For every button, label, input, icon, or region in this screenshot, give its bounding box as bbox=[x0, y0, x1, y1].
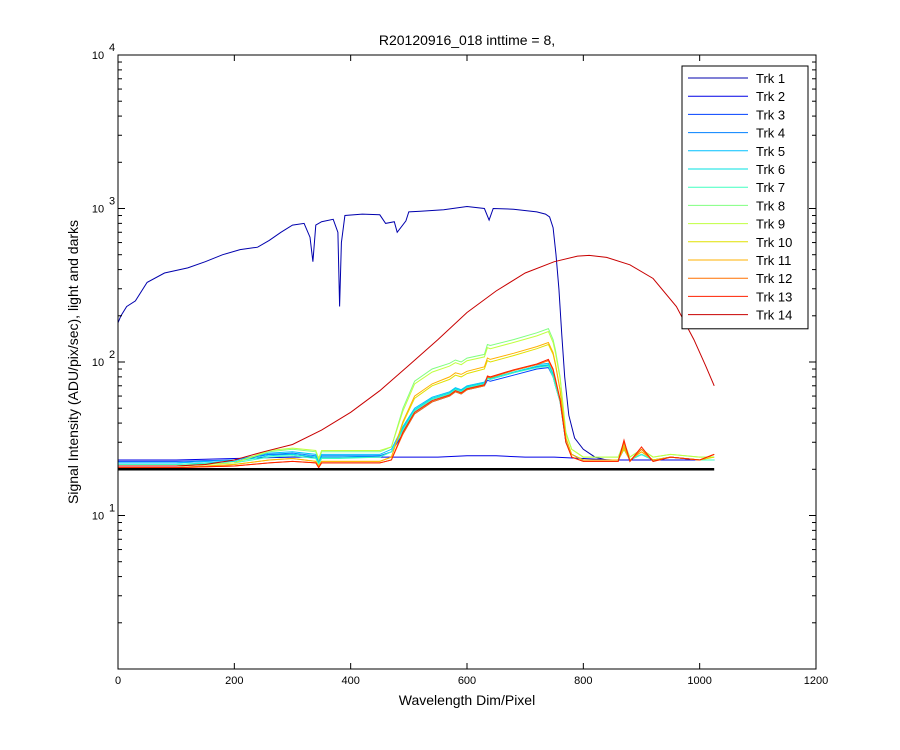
series-line-2 bbox=[118, 455, 715, 461]
x-tick-label: 400 bbox=[341, 675, 359, 687]
y-tick-label: 10 bbox=[92, 357, 104, 369]
series-line-14 bbox=[118, 254, 715, 467]
y-tick-exponent: 1 bbox=[109, 503, 115, 515]
y-tick-exponent: 4 bbox=[109, 42, 115, 54]
x-tick-label: 0 bbox=[115, 675, 121, 687]
x-tick-label: 800 bbox=[574, 675, 592, 687]
y-tick-exponent: 2 bbox=[109, 349, 115, 361]
series-line-13 bbox=[118, 358, 715, 469]
chart-title: R20120916_018 inttime = 8, bbox=[379, 32, 555, 48]
y-axis-label: Signal Intensity (ADU/pix/sec), light an… bbox=[65, 220, 81, 504]
series-line-11 bbox=[118, 341, 715, 469]
legend-label: Trk 5 bbox=[756, 144, 785, 159]
series-line-1 bbox=[117, 205, 715, 461]
legend-label: Trk 12 bbox=[756, 271, 792, 286]
legend-label: Trk 6 bbox=[756, 162, 785, 177]
legend-label: Trk 1 bbox=[756, 71, 785, 86]
legend-box bbox=[681, 65, 809, 330]
x-tick-label: 600 bbox=[458, 675, 476, 687]
legend: Trk 1 Trk 2 Trk 3 Trk 4 Trk 5 Trk 6 Trk 7 Trk 8… bbox=[681, 65, 809, 330]
legend-label: Trk 11 bbox=[756, 253, 791, 268]
y-tick-label: 10 bbox=[92, 204, 104, 216]
y-tick-label: 10 bbox=[92, 511, 104, 523]
series-layer bbox=[117, 205, 715, 471]
legend-label: Trk 9 bbox=[756, 217, 785, 232]
legend-label: Trk 3 bbox=[756, 107, 785, 122]
y-tick-label: 10 bbox=[92, 50, 104, 62]
legend-label: Trk 7 bbox=[756, 180, 785, 195]
legend-label: Trk 10 bbox=[756, 235, 792, 250]
legend-label: Trk 4 bbox=[756, 126, 785, 141]
ticks-layer: 0 200 400 600 800 1000 1200 10 1 10 2 10 3 10 4 bbox=[92, 42, 828, 687]
legend-label: Trk 8 bbox=[756, 198, 785, 213]
legend-label: Trk 13 bbox=[756, 289, 792, 304]
y-tick-exponent: 3 bbox=[109, 196, 115, 208]
x-tick-label: 200 bbox=[225, 675, 243, 687]
legend-label: Trk 14 bbox=[756, 308, 792, 323]
legend-label: Trk 2 bbox=[756, 89, 785, 104]
x-tick-label: 1200 bbox=[804, 675, 828, 687]
x-axis-label: Wavelength Dim/Pixel bbox=[399, 692, 535, 708]
x-tick-label: 1000 bbox=[687, 675, 711, 687]
